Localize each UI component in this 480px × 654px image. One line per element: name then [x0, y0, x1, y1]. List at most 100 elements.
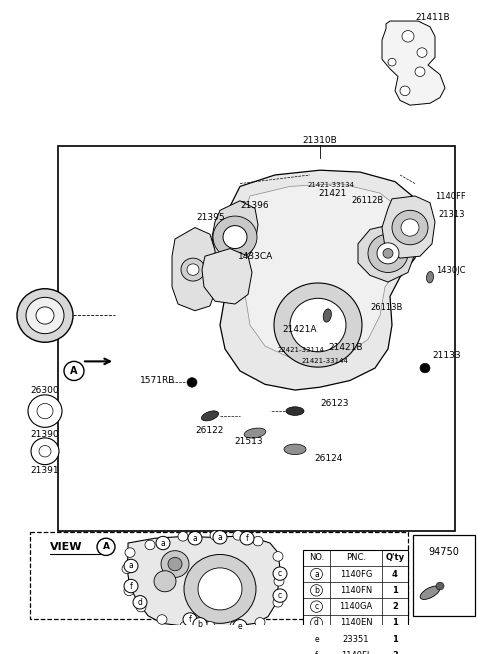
Circle shape [178, 532, 188, 541]
Text: c: c [278, 569, 282, 578]
Text: a: a [129, 562, 133, 570]
Bar [413, 536, 475, 615]
Polygon shape [242, 184, 408, 358]
Polygon shape [358, 225, 415, 282]
Circle shape [392, 211, 428, 245]
Text: 1: 1 [392, 634, 398, 644]
Circle shape [290, 298, 346, 352]
Circle shape [161, 551, 189, 577]
Circle shape [187, 264, 199, 275]
Circle shape [183, 613, 197, 626]
Text: e: e [238, 622, 242, 630]
Text: d: d [314, 618, 319, 627]
Circle shape [124, 559, 138, 573]
Circle shape [273, 567, 287, 580]
Polygon shape [127, 536, 280, 626]
Circle shape [402, 31, 414, 42]
Circle shape [187, 377, 197, 387]
Text: 21421: 21421 [318, 188, 347, 198]
Circle shape [388, 58, 396, 66]
Circle shape [274, 283, 362, 367]
Circle shape [133, 596, 147, 609]
Text: 21395: 21395 [196, 213, 225, 222]
Circle shape [311, 649, 323, 654]
Text: 26112B: 26112B [352, 196, 384, 205]
Text: PNC.: PNC. [346, 553, 366, 562]
Circle shape [180, 621, 190, 631]
Circle shape [233, 530, 243, 540]
Text: 21513: 21513 [234, 437, 263, 446]
Circle shape [230, 621, 240, 631]
Polygon shape [220, 170, 422, 390]
Polygon shape [212, 201, 258, 266]
Text: A: A [70, 366, 78, 376]
Bar [303, 550, 408, 654]
Circle shape [122, 564, 132, 574]
Text: 94750: 94750 [429, 547, 459, 557]
Circle shape [168, 557, 182, 571]
Text: 1140FG: 1140FG [340, 570, 372, 579]
Text: 1140FN: 1140FN [340, 586, 372, 595]
Polygon shape [382, 21, 445, 105]
Circle shape [97, 538, 115, 555]
Circle shape [274, 576, 284, 586]
Text: 26122: 26122 [195, 426, 223, 435]
Circle shape [223, 226, 247, 249]
Text: f: f [130, 581, 132, 591]
Circle shape [311, 585, 323, 596]
Circle shape [39, 445, 51, 457]
Text: 21421-33144: 21421-33144 [302, 358, 349, 364]
Circle shape [26, 298, 64, 334]
Ellipse shape [244, 428, 266, 438]
Text: b: b [314, 586, 319, 595]
Circle shape [213, 530, 227, 544]
Text: 21390: 21390 [31, 430, 60, 439]
Text: 1571RB: 1571RB [140, 376, 175, 385]
Circle shape [64, 362, 84, 381]
Circle shape [311, 617, 323, 628]
Circle shape [157, 615, 167, 625]
Circle shape [184, 555, 256, 623]
Circle shape [31, 438, 59, 464]
Text: a: a [217, 533, 222, 542]
Bar [58, 146, 455, 530]
Text: 1430JC: 1430JC [436, 266, 466, 275]
Text: Q'ty: Q'ty [385, 553, 405, 562]
Circle shape [37, 404, 53, 419]
Text: 26300: 26300 [31, 386, 60, 394]
Circle shape [253, 536, 263, 546]
Text: c: c [278, 591, 282, 600]
Circle shape [273, 551, 283, 561]
Text: 26124: 26124 [314, 455, 342, 464]
Text: 26113B: 26113B [370, 303, 402, 313]
Text: c: c [314, 602, 319, 611]
Text: 21133: 21133 [432, 351, 461, 360]
Circle shape [273, 589, 287, 602]
Text: 21421B: 21421B [328, 343, 362, 352]
Circle shape [198, 568, 242, 610]
Text: 1140FF: 1140FF [435, 192, 466, 201]
Text: 21391: 21391 [31, 466, 60, 475]
Text: 1: 1 [392, 586, 398, 595]
Circle shape [415, 67, 425, 77]
Circle shape [383, 249, 393, 258]
Text: d: d [138, 598, 143, 607]
Text: NO.: NO. [309, 553, 324, 562]
Ellipse shape [202, 411, 218, 421]
Ellipse shape [284, 444, 306, 455]
Ellipse shape [426, 271, 433, 283]
Text: 2: 2 [392, 602, 398, 611]
Circle shape [377, 243, 399, 264]
Circle shape [273, 598, 283, 607]
Circle shape [36, 307, 54, 324]
Text: 21313: 21313 [438, 210, 465, 218]
Text: a: a [192, 534, 197, 543]
Circle shape [255, 617, 265, 627]
Text: 21421-33134: 21421-33134 [308, 182, 355, 188]
Circle shape [154, 571, 176, 592]
Circle shape [124, 586, 134, 596]
Circle shape [368, 234, 408, 273]
Polygon shape [172, 228, 215, 311]
Text: 26123: 26123 [320, 399, 348, 408]
Circle shape [181, 258, 205, 281]
